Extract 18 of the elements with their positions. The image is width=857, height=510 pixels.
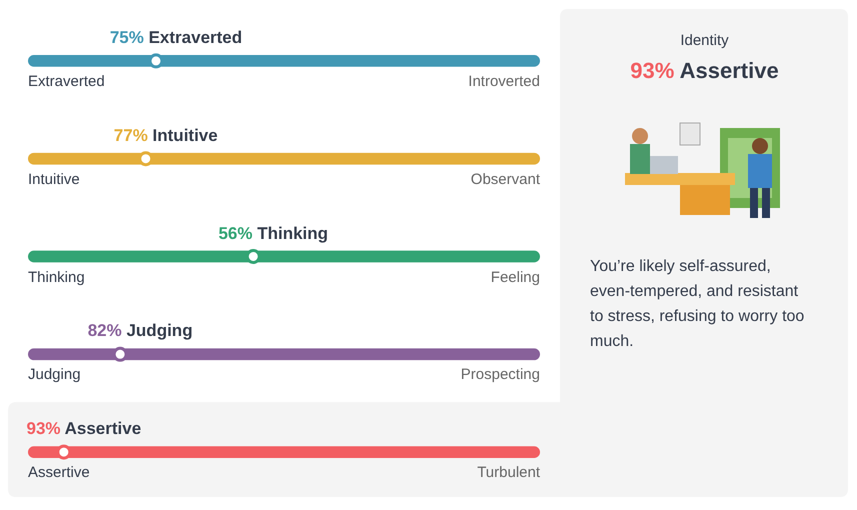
text: 93% Assertive xyxy=(629,58,780,84)
text: You’re likely self-assured, even-tempered, and resistant to stress, refusing to worry too much. xyxy=(590,257,805,352)
category-label: Intuitive xyxy=(28,170,80,188)
category-label: Assertive xyxy=(28,464,90,482)
data-label: 56% Thinking xyxy=(217,224,330,244)
category-label: Introverted xyxy=(468,72,540,90)
data-label: 77% Intuitive xyxy=(112,126,219,146)
category-label: Extraverted xyxy=(28,72,105,90)
category-label: Prospecting xyxy=(460,366,540,384)
data-label: 82% Judging xyxy=(86,321,194,342)
data-label: 75% Extraverted xyxy=(108,28,244,48)
category-label: Thinking xyxy=(28,268,85,286)
data-label: 93% Assertive xyxy=(26,419,142,440)
category-label: Feeling xyxy=(490,268,540,286)
category-label: Observant xyxy=(470,170,540,188)
text: Identity xyxy=(679,32,730,49)
category-label: Turbulent xyxy=(477,464,540,482)
category-label: Judging xyxy=(28,366,81,384)
